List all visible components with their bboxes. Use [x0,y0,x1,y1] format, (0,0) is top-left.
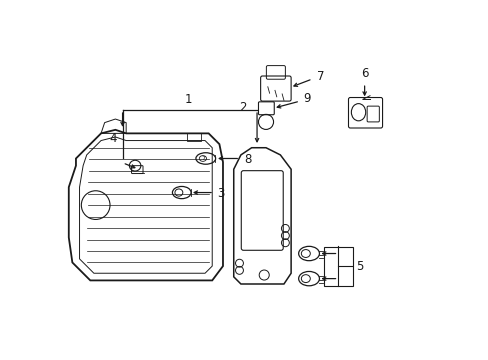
Text: 2: 2 [239,101,246,114]
Text: 1: 1 [185,93,192,106]
Text: 7: 7 [201,156,205,161]
Text: 3: 3 [217,187,224,200]
Text: 6: 6 [360,67,367,80]
Text: 5: 5 [355,260,362,273]
Text: 4: 4 [110,132,117,145]
Text: 9: 9 [303,92,310,105]
Text: 7: 7 [317,69,324,82]
Text: 8: 8 [244,153,251,166]
